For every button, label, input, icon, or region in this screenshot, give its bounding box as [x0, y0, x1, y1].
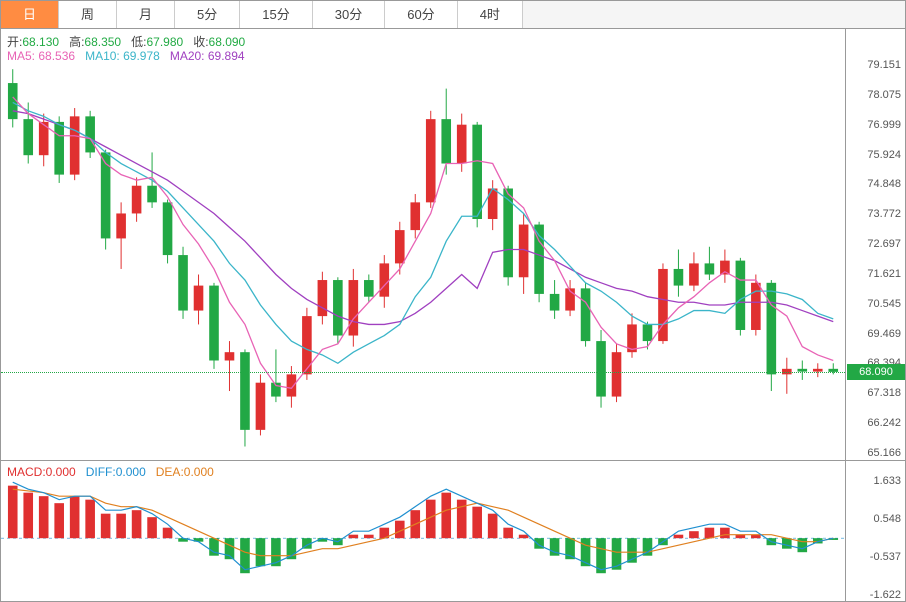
ohlc-readout: 开:68.130 高:68.350 低:67.980 收:68.090	[7, 33, 245, 50]
main-plot-area	[1, 29, 845, 460]
tab-30分[interactable]: 30分	[313, 1, 385, 28]
ytick: 66.242	[867, 417, 901, 429]
ytick: 76.999	[867, 119, 901, 131]
ytick: 71.621	[867, 268, 901, 280]
tab-15分[interactable]: 15分	[240, 1, 312, 28]
sub-yaxis: 1.633 0.548 -0.537 -1.622	[845, 461, 905, 601]
main-yaxis: 79.151 78.075 76.999 75.924 74.848 73.772 72.6…	[845, 29, 905, 460]
close-value: 68.090	[209, 35, 246, 49]
ma-readout: MA5: 68.536 MA10: 69.978 MA20: 69.894	[7, 49, 245, 63]
macd-svg	[1, 461, 845, 601]
ytick: 79.151	[867, 59, 901, 71]
main-chart[interactable]: 开:68.130 高:68.350 低:67.980 收:68.090 MA5:…	[1, 29, 905, 461]
macd-value: 0.000	[46, 465, 76, 479]
timeframe-tabs: 日周月5分15分30分60分4时	[1, 1, 905, 29]
tab-日[interactable]: 日	[1, 1, 59, 28]
ma20-label: MA20:	[170, 49, 205, 63]
ma20-value: 69.894	[208, 49, 245, 63]
open-label: 开:	[7, 35, 22, 49]
ytick: -0.537	[870, 551, 901, 563]
dea-value: 0.000	[184, 465, 214, 479]
dea-label: DEA:	[156, 465, 184, 479]
ytick: 75.924	[867, 149, 901, 161]
ytick: 70.545	[867, 298, 901, 310]
ytick: 78.075	[867, 89, 901, 101]
tab-5分[interactable]: 5分	[175, 1, 240, 28]
open-value: 68.130	[22, 35, 59, 49]
ytick: 69.469	[867, 328, 901, 340]
high-label: 高:	[69, 35, 84, 49]
ytick: 74.848	[867, 178, 901, 190]
ytick: 65.166	[867, 447, 901, 459]
tab-周[interactable]: 周	[59, 1, 117, 28]
ma5-label: MA5:	[7, 49, 35, 63]
macd-label: MACD:	[7, 465, 46, 479]
ma5-value: 68.536	[38, 49, 75, 63]
macd-chart[interactable]: MACD:0.000 DIFF:0.000 DEA:0.000 1.6330.5…	[1, 461, 905, 601]
sub-plot-area	[1, 461, 845, 601]
tab-月[interactable]: 月	[117, 1, 175, 28]
macd-readout: MACD:0.000 DIFF:0.000 DEA:0.000	[7, 465, 214, 479]
ma10-value: 69.978	[123, 49, 160, 63]
close-price-line	[1, 372, 845, 373]
ytick: 73.772	[867, 208, 901, 220]
ytick: 1.633	[873, 475, 901, 487]
high-value: 68.350	[84, 35, 121, 49]
tab-60分[interactable]: 60分	[385, 1, 457, 28]
chart-container: 日周月5分15分30分60分4时 开:68.130 高:68.350 低:67.…	[0, 0, 906, 602]
close-label: 收:	[193, 35, 208, 49]
low-label: 低:	[131, 35, 146, 49]
diff-value: 0.000	[116, 465, 146, 479]
ytick: 0.548	[873, 513, 901, 525]
ytick: -1.622	[870, 589, 901, 601]
close-price-tag: 68.090	[847, 364, 905, 380]
ytick: 67.318	[867, 387, 901, 399]
low-value: 67.980	[146, 35, 183, 49]
ytick: 72.697	[867, 238, 901, 250]
tab-4时[interactable]: 4时	[458, 1, 523, 28]
diff-label: DIFF:	[86, 465, 116, 479]
candlestick-svg	[1, 29, 845, 459]
ma10-label: MA10:	[85, 49, 120, 63]
